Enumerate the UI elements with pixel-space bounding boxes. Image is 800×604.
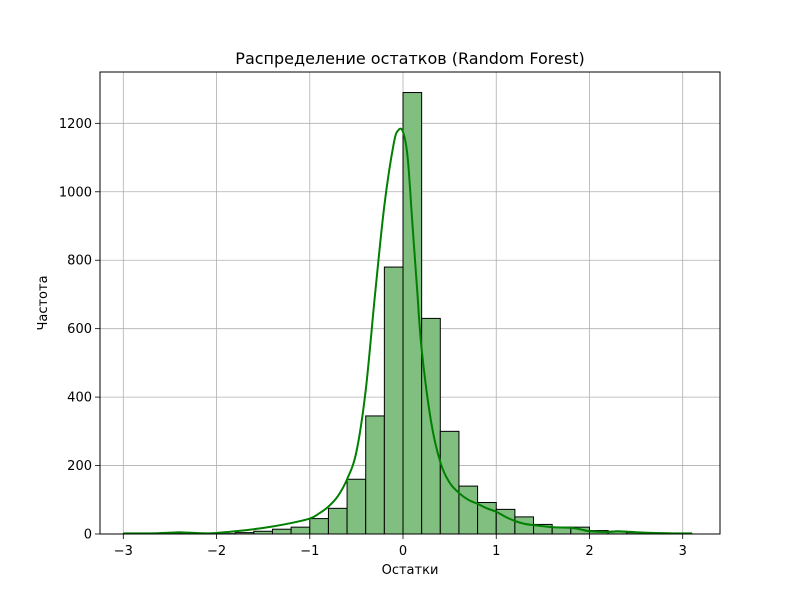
y-axis-label: Частота bbox=[36, 275, 51, 330]
histogram-bar bbox=[366, 416, 385, 534]
x-axis-ticks: −3 −2 −1 0 1 2 3 bbox=[114, 534, 687, 559]
x-tick-label: 2 bbox=[585, 544, 593, 559]
histogram-bar bbox=[478, 503, 497, 534]
histogram-bar bbox=[310, 519, 329, 534]
y-tick-label: 0 bbox=[84, 528, 92, 543]
histogram-bar bbox=[291, 527, 310, 534]
x-tick-label: 0 bbox=[399, 544, 407, 559]
x-tick-label: −2 bbox=[207, 544, 226, 559]
histogram-bar bbox=[328, 508, 347, 534]
x-tick-label: −1 bbox=[300, 544, 319, 559]
x-axis-label: Остатки bbox=[382, 563, 439, 578]
y-tick-label: 400 bbox=[67, 391, 92, 406]
y-tick-label: 1000 bbox=[59, 185, 92, 200]
y-tick-label: 1200 bbox=[59, 117, 92, 132]
y-tick-label: 200 bbox=[67, 459, 92, 474]
y-tick-label: 600 bbox=[67, 322, 92, 337]
x-tick-label: −3 bbox=[114, 544, 133, 559]
histogram-bar bbox=[272, 529, 291, 534]
histogram-bar bbox=[347, 479, 366, 534]
histogram-bar bbox=[459, 486, 478, 534]
x-tick-label: 3 bbox=[679, 544, 687, 559]
chart-title: Распределение остатков (Random Forest) bbox=[235, 49, 584, 68]
x-tick-label: 1 bbox=[492, 544, 500, 559]
histogram-bar bbox=[384, 267, 403, 534]
y-axis-ticks: 0 200 400 600 800 1000 1200 bbox=[59, 117, 100, 543]
y-tick-label: 800 bbox=[67, 254, 92, 269]
